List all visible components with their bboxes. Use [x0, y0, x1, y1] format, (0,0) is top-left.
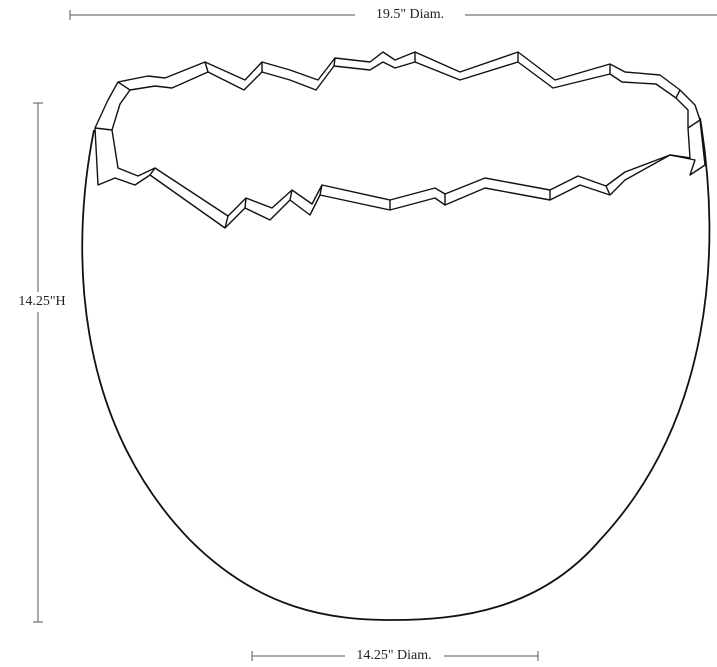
top-diameter-label: 19.5" Diam.	[376, 7, 444, 22]
base-diameter-label: 14.25" Diam.	[356, 648, 431, 663]
rim-facets	[94, 52, 701, 229]
height-label: 14.25"H	[18, 294, 65, 309]
pot-body	[81, 117, 711, 621]
rim-outer	[94, 51, 706, 229]
rim-inner	[111, 61, 691, 217]
